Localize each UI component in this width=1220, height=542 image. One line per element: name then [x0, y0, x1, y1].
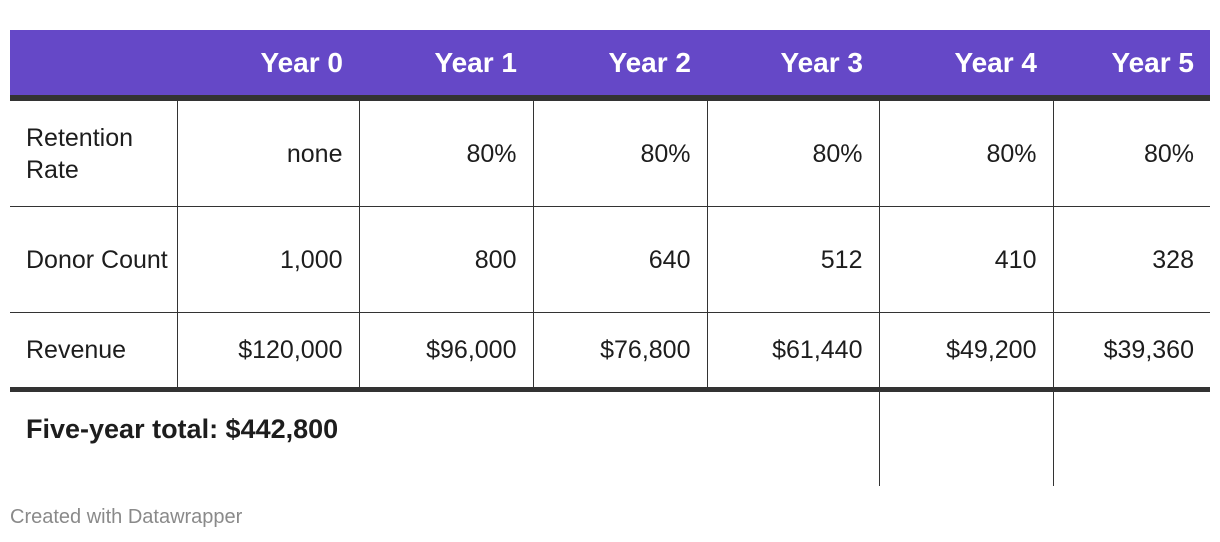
header-cell-year-2: Year 2	[533, 30, 707, 101]
table-cell: 80%	[706, 98, 879, 207]
row-label: Donor Count	[10, 206, 177, 313]
header-row: Year 0 Year 1 Year 2 Year 3 Year 4 Year …	[10, 30, 1210, 101]
table-cell: 410	[878, 206, 1053, 313]
header-cell-year-0: Year 0	[177, 30, 359, 101]
table-cell: $39,360	[1052, 312, 1210, 392]
header-cell-year-1: Year 1	[359, 30, 533, 101]
header-cell-year-4: Year 4	[879, 30, 1053, 101]
row-label: Revenue	[10, 312, 177, 392]
header-cell-corner	[10, 30, 177, 101]
table-row-retention-rate: Retention Rate none 80% 80% 80% 80% 80%	[10, 98, 1210, 207]
table-cell: 1,000	[176, 206, 359, 313]
table-cell: 80%	[1052, 98, 1210, 207]
header-cell-year-3: Year 3	[707, 30, 879, 101]
footer-empty-cell	[878, 389, 1053, 486]
table-cell: 640	[532, 206, 707, 313]
table-cell: $76,800	[532, 312, 707, 392]
table-row-revenue: Revenue $120,000 $96,000 $76,800 $61,440…	[10, 312, 1210, 392]
table-cell: none	[176, 98, 359, 207]
table-cell: 328	[1052, 206, 1210, 313]
table-cell: $96,000	[358, 312, 533, 392]
table-cell: 80%	[532, 98, 707, 207]
table-cell: $49,200	[878, 312, 1053, 392]
table-cell: 80%	[358, 98, 533, 207]
table-row-donor-count: Donor Count 1,000 800 640 512 410 328	[10, 206, 1210, 313]
header-cell-year-5: Year 5	[1053, 30, 1210, 101]
data-table-container: Year 0 Year 1 Year 2 Year 3 Year 4 Year …	[10, 30, 1210, 486]
retention-table: Year 0 Year 1 Year 2 Year 3 Year 4 Year …	[10, 30, 1210, 486]
footer-empty-cell	[1052, 389, 1210, 486]
table-cell: $120,000	[176, 312, 359, 392]
footer-row: Five-year total: $442,800	[10, 389, 1210, 486]
row-label: Retention Rate	[10, 98, 177, 207]
table-cell: 80%	[878, 98, 1053, 207]
table-cell: 800	[358, 206, 533, 313]
five-year-total: Five-year total: $442,800	[26, 414, 339, 444]
table-cell: 512	[706, 206, 879, 313]
table-cell: $61,440	[706, 312, 879, 392]
datawrapper-credit: Created with Datawrapper	[10, 506, 243, 528]
